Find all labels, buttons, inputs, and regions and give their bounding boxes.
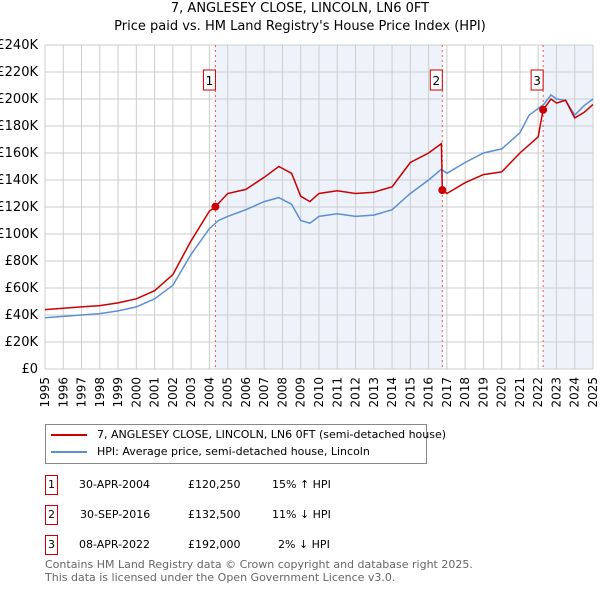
x-tick-label: 2024 <box>568 377 582 408</box>
sale-marker-badge: 1 <box>45 475 58 495</box>
sale-row: 2 30-SEP-2016 £132,500 11% ↓ HPI <box>45 505 445 525</box>
sale-row: 3 08-APR-2022 £192,000 2% ↓ HPI <box>45 535 445 555</box>
x-tick-label: 2012 <box>349 377 363 408</box>
sale-marker-badge: 3 <box>45 535 58 555</box>
x-tick-label: 2005 <box>221 377 235 408</box>
sale-price: £192,000 <box>188 538 241 551</box>
sale-hpi-diff: 11% ↓ HPI <box>272 508 331 521</box>
x-tick-label: 2018 <box>458 377 472 408</box>
legend-label-hpi: HPI: Average price, semi-detached house,… <box>97 445 370 458</box>
x-tick-label: 1999 <box>111 377 125 408</box>
chart-title: 7, ANGLESEY CLOSE, LINCOLN, LN6 0FT <box>170 1 430 16</box>
x-tick-label: 2014 <box>385 377 399 408</box>
sale-point <box>438 186 447 195</box>
footer-copyright: Contains HM Land Registry data © Crown c… <box>45 558 473 571</box>
legend: 7, ANGLESEY CLOSE, LINCOLN, LN6 0FT (sem… <box>45 424 446 464</box>
x-tick-label: 2017 <box>440 377 454 408</box>
sale-marker-label: 3 <box>533 74 541 88</box>
y-tick-label: £100K <box>0 227 38 242</box>
y-tick-label: £240K <box>0 38 38 53</box>
chart-subtitle: Price paid vs. HM Land Registry's House … <box>114 19 486 34</box>
x-tick-label: 2010 <box>312 377 326 408</box>
sale-hpi-diff: 15% ↑ HPI <box>272 478 331 491</box>
x-tick-label: 2008 <box>275 377 289 408</box>
y-tick-label: £80K <box>5 254 39 269</box>
y-tick-label: £40K <box>5 308 39 323</box>
legend-swatch-property <box>51 434 87 436</box>
footer-licence: This data is licensed under the Open Gov… <box>45 571 396 584</box>
sale-date: 30-APR-2004 <box>79 478 151 491</box>
x-tick-label: 1995 <box>38 377 52 408</box>
x-tick-label: 2009 <box>294 377 308 408</box>
sale-marker-box <box>530 69 544 91</box>
sale-marker-box <box>429 69 443 91</box>
x-tick-label: 2020 <box>495 377 509 408</box>
legend-label-property: 7, ANGLESEY CLOSE, LINCOLN, LN6 0FT (sem… <box>97 428 447 441</box>
sale-marker-label: 1 <box>206 74 214 88</box>
sale-date: 08-APR-2022 <box>79 538 151 551</box>
y-tick-label: £0 <box>21 362 38 377</box>
x-tick-label: 2007 <box>257 377 271 408</box>
property-price-line <box>44 97 594 311</box>
sale-date: 30-SEP-2016 <box>80 508 151 521</box>
y-tick-label: £140K <box>0 173 38 188</box>
y-tick-label: £120K <box>0 200 38 215</box>
y-tick-label: £200K <box>0 92 38 107</box>
x-tick-label: 2025 <box>586 377 600 408</box>
sale-price: £132,500 <box>188 508 241 521</box>
sale-marker-label: 2 <box>432 74 440 88</box>
y-tick-label: £60K <box>5 281 39 296</box>
y-tick-label: £20K <box>5 335 39 350</box>
x-tick-label: 2001 <box>148 377 162 408</box>
x-tick-label: 2015 <box>403 377 417 408</box>
chart: £0 £20K £40K £60K £80K £100K £120K £140K £160K £1… <box>0 38 600 408</box>
y-tick-label: £160K <box>0 146 38 161</box>
x-tick-label: 2000 <box>129 377 143 408</box>
x-tick-label: 2021 <box>513 377 527 408</box>
x-tick-label: 2006 <box>239 377 253 408</box>
hpi-line <box>44 93 594 319</box>
legend-swatch-hpi <box>51 451 87 453</box>
x-tick-label: 2023 <box>549 377 563 408</box>
sale-row: 1 30-APR-2004 £120,250 15% ↑ HPI <box>45 475 445 495</box>
x-tick-label: 2003 <box>184 377 198 408</box>
y-tick-label: £220K <box>0 65 38 80</box>
x-tick-label: 2002 <box>166 377 180 408</box>
x-tick-label: 1996 <box>56 377 70 408</box>
x-tick-label: 1997 <box>75 377 89 408</box>
sale-point <box>539 105 548 114</box>
y-tick-label: £180K <box>0 119 38 134</box>
x-tick-label: 2004 <box>202 377 216 408</box>
footer: Contains HM Land Registry data © Crown c… <box>45 558 473 584</box>
sale-hpi-diff: 2% ↓ HPI <box>278 538 330 551</box>
sale-marker-box <box>202 69 216 91</box>
x-tick-label: 2013 <box>367 377 381 408</box>
x-tick-label: 2011 <box>330 377 344 408</box>
sale-price: £120,250 <box>188 478 241 491</box>
x-tick-label: 2016 <box>422 377 436 408</box>
x-tick-label: 2022 <box>531 377 545 408</box>
sale-marker-badge: 2 <box>45 505 58 525</box>
x-tick-label: 1998 <box>93 377 107 408</box>
x-tick-label: 2019 <box>476 377 490 408</box>
sale-point <box>211 202 220 211</box>
